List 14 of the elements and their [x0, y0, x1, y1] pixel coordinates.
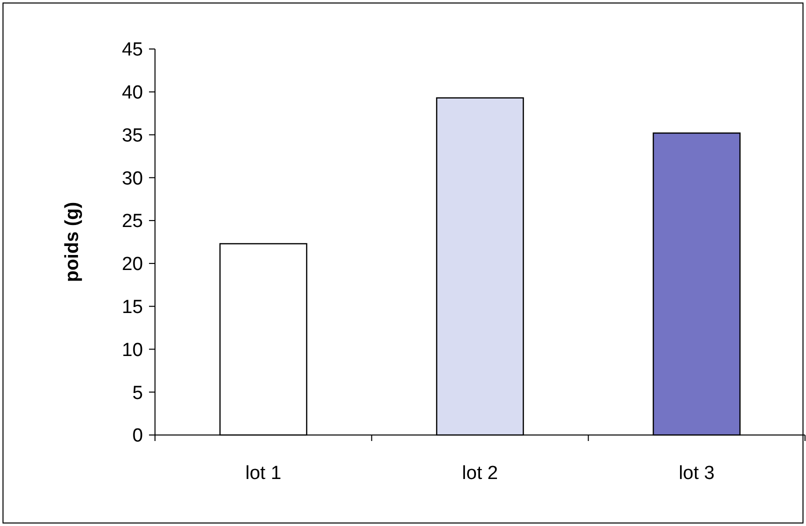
- y-tick-label: 25: [122, 211, 143, 232]
- y-axis-title: poids (g): [62, 202, 83, 282]
- x-tick-label: lot 2: [462, 463, 498, 484]
- y-tick-label: 30: [122, 168, 143, 190]
- y-tick-label: 45: [122, 40, 143, 61]
- y-tick-label: 0: [132, 426, 143, 447]
- y-tick-label: 5: [132, 382, 143, 404]
- x-tick-label: lot 3: [678, 463, 715, 484]
- y-tick-label: 15: [122, 296, 143, 318]
- y-tick-label: 40: [122, 82, 143, 104]
- y-tick-label: 35: [122, 125, 143, 146]
- y-tick-label: 20: [122, 254, 143, 276]
- y-tick-label: 10: [122, 340, 143, 361]
- x-tick-label: lot 1: [245, 463, 282, 484]
